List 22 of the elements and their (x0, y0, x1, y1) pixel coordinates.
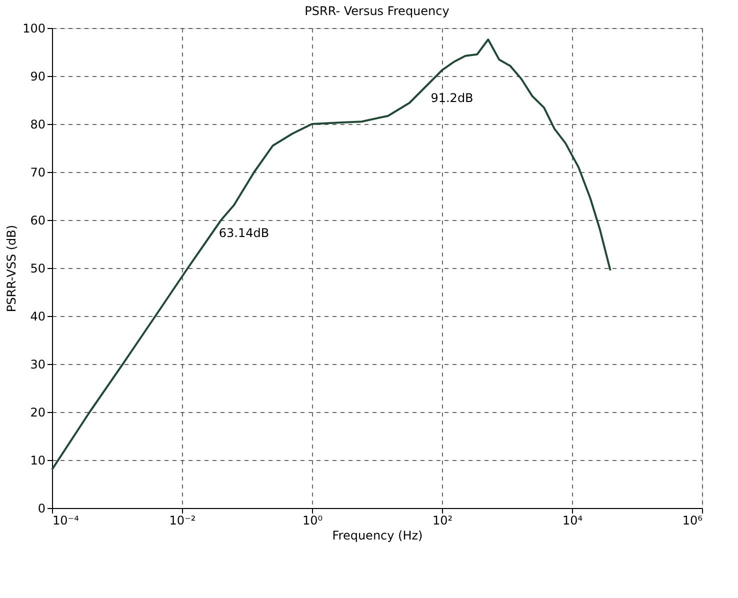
y-tick-label: 0 (38, 502, 46, 516)
x-tick-label: 10⁴ (562, 514, 583, 528)
y-tick-label: 30 (30, 358, 46, 372)
y-tick-label: 90 (30, 70, 46, 84)
y-axis-title: PSRR-VSS (dB) (4, 224, 19, 312)
y-tick-label: 100 (22, 22, 46, 36)
y-tick-label: 80 (30, 118, 46, 132)
y-tick-label: 50 (30, 262, 46, 276)
x-tick-label: 10⁻² (169, 514, 196, 528)
x-axis-title: Frequency (Hz) (332, 528, 423, 542)
annotation: 91.2dB (430, 91, 474, 106)
x-tick-label: 10² (432, 514, 453, 528)
y-tick-label: 20 (30, 406, 46, 420)
x-tick-label: 10⁻⁴ (52, 514, 80, 528)
y-tick-label: 10 (30, 454, 46, 468)
y-tick-label: 40 (30, 310, 46, 324)
x-tick-label: 10⁶ (682, 514, 703, 528)
y-tick-label: 70 (30, 166, 46, 180)
chart-title: PSRR- Versus Frequency (304, 4, 450, 18)
annotation: 63.14dB (218, 226, 270, 240)
y-tick-label: 60 (30, 214, 46, 228)
x-tick-label: 10⁰ (302, 514, 323, 528)
